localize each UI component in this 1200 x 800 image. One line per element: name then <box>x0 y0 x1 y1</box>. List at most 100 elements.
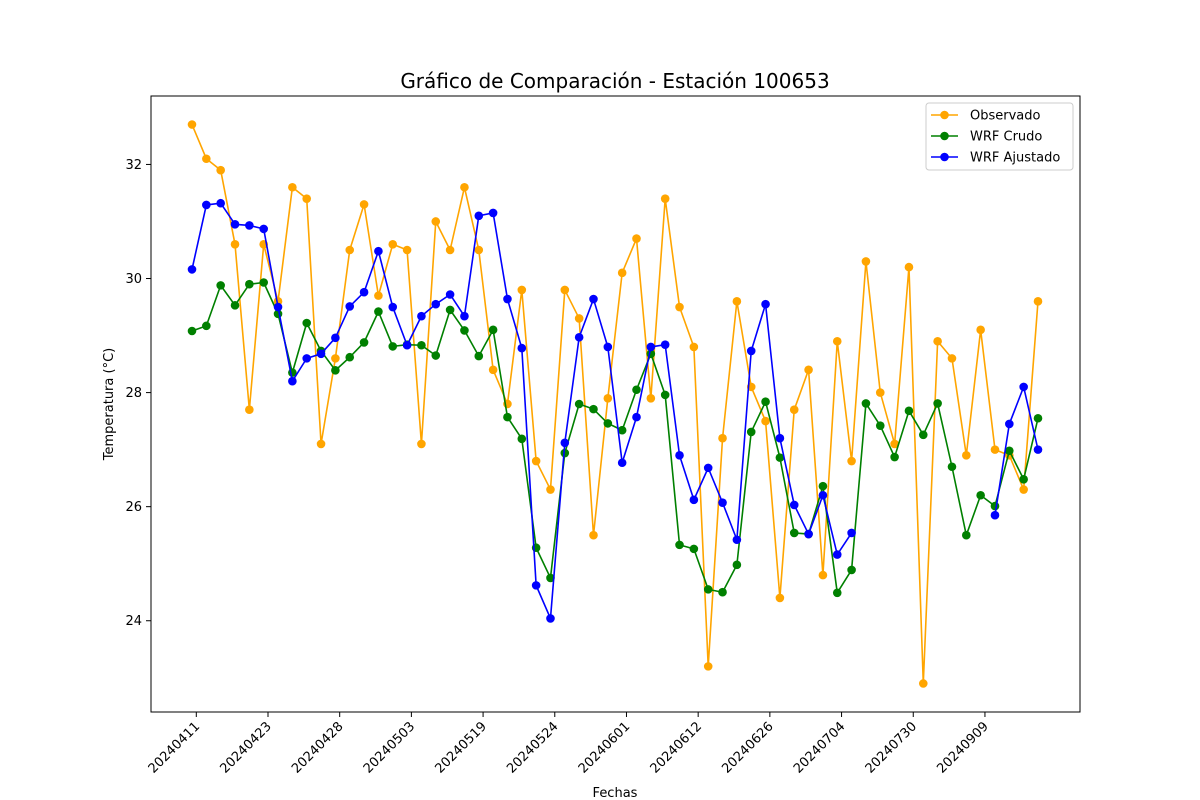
data-point <box>1019 382 1028 392</box>
data-point <box>187 265 197 274</box>
data-point <box>488 365 498 375</box>
data-point <box>761 416 770 426</box>
data-point <box>445 305 455 315</box>
x-tick-label: 20240423 <box>217 719 274 776</box>
data-point <box>818 570 828 580</box>
data-point <box>230 239 240 249</box>
data-point <box>589 404 598 414</box>
data-point <box>775 433 785 443</box>
y-tick-label: 26 <box>125 500 142 515</box>
data-point <box>832 550 842 559</box>
data-point <box>546 485 555 494</box>
data-point <box>417 340 426 350</box>
data-point <box>574 399 584 409</box>
x-tick-label: 20240601 <box>576 719 633 776</box>
data-point <box>1019 485 1028 494</box>
data-point <box>1033 413 1043 423</box>
data-point <box>460 182 469 192</box>
data-point <box>990 510 1000 520</box>
data-point <box>703 463 713 473</box>
data-point <box>832 336 842 346</box>
data-point <box>259 278 268 287</box>
data-point <box>488 208 498 218</box>
data-point <box>345 352 355 362</box>
legend: Observado WRF Crudo WRF Ajustado <box>925 102 1074 171</box>
data-point <box>374 291 383 300</box>
data-point <box>1033 445 1043 454</box>
data-point <box>1005 446 1014 456</box>
data-point <box>517 343 527 353</box>
data-point <box>675 302 684 312</box>
data-point <box>1005 419 1014 429</box>
data-point <box>187 120 197 129</box>
x-tick-label: 20240612 <box>648 719 705 776</box>
series-line <box>191 202 853 620</box>
data-point <box>316 349 326 359</box>
data-point <box>460 326 469 335</box>
x-tick-label: 20240428 <box>289 719 346 776</box>
x-tick-label: 20240626 <box>719 719 776 776</box>
data-point <box>861 399 871 408</box>
legend-box <box>925 102 1074 171</box>
data-point <box>990 445 1000 454</box>
data-point <box>746 427 756 437</box>
data-point <box>589 530 598 540</box>
data-point <box>603 393 613 403</box>
data-point <box>202 200 211 210</box>
data-point <box>732 535 742 545</box>
series-wrf-crudo <box>187 278 1043 598</box>
data-point <box>560 285 570 295</box>
data-point <box>431 351 441 360</box>
data-point <box>1019 474 1028 484</box>
data-point <box>417 439 426 449</box>
data-point <box>388 302 398 312</box>
x-tick-label: 20240519 <box>433 719 490 776</box>
data-point <box>890 439 899 449</box>
data-point <box>560 438 570 448</box>
series-layer <box>187 120 1043 688</box>
data-point <box>331 354 340 363</box>
data-point <box>431 217 441 226</box>
data-point <box>832 588 842 598</box>
data-point <box>632 234 641 243</box>
data-point <box>775 593 785 603</box>
data-point <box>474 211 484 221</box>
y-tick-label: 32 <box>125 158 142 173</box>
data-point <box>962 451 971 460</box>
data-point <box>302 194 312 203</box>
data-point <box>861 257 871 266</box>
data-point <box>531 581 541 590</box>
data-point <box>531 456 541 466</box>
data-point <box>259 224 268 234</box>
series-line <box>994 386 1039 516</box>
data-point <box>402 340 412 350</box>
data-point <box>775 453 785 462</box>
data-point <box>574 314 584 323</box>
data-point <box>875 388 885 397</box>
data-point <box>890 452 899 462</box>
data-point <box>517 434 527 444</box>
x-tick-label: 20240411 <box>146 719 203 776</box>
data-point <box>216 281 225 290</box>
data-point <box>589 294 598 304</box>
data-point <box>202 321 211 331</box>
data-point <box>847 528 856 538</box>
data-point <box>488 325 498 335</box>
data-point <box>847 456 856 466</box>
data-point <box>273 302 283 312</box>
x-axis-label: Fechas <box>593 786 638 800</box>
legend-marker <box>940 110 949 120</box>
data-point <box>933 336 942 346</box>
data-point <box>388 342 398 351</box>
data-point <box>660 340 670 349</box>
data-point <box>947 354 957 363</box>
data-point <box>617 268 627 278</box>
data-point <box>546 614 555 623</box>
data-point <box>245 279 254 289</box>
data-point <box>202 154 211 164</box>
data-point <box>761 299 770 309</box>
x-tick-label: 20240704 <box>791 719 848 776</box>
data-point <box>245 405 254 415</box>
data-point <box>359 200 369 209</box>
